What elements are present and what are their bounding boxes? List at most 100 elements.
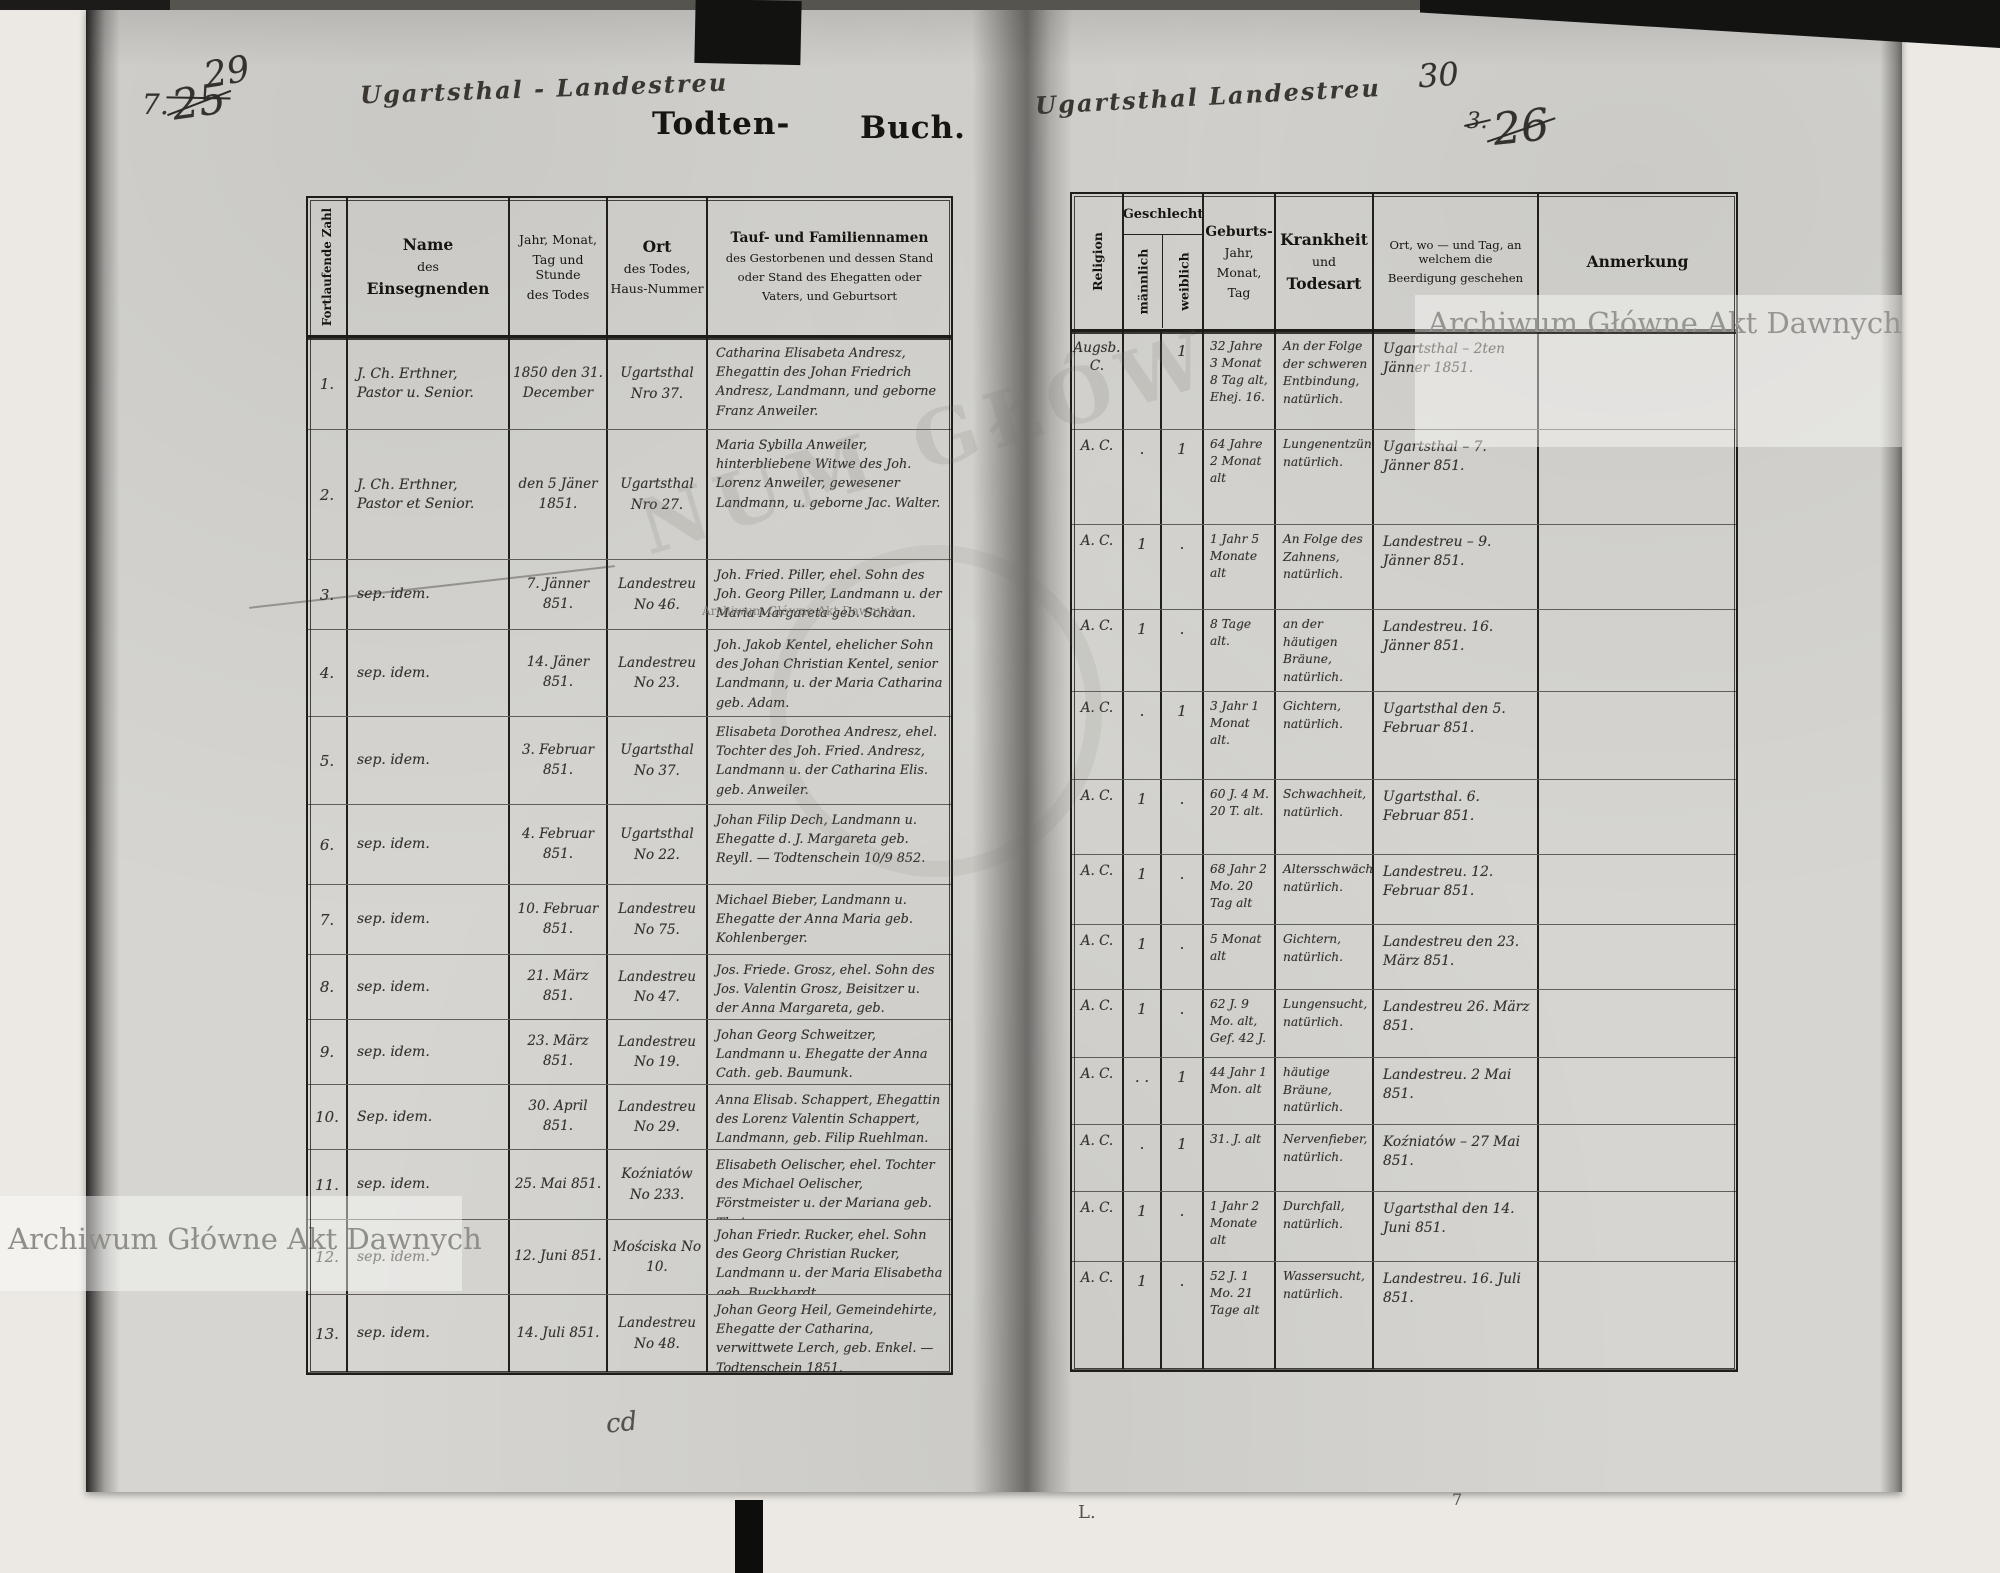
register-row-left: 9. sep. idem. 23. März 851. Landestreu N… (308, 1020, 951, 1085)
header-beerdigung: Ort, wo — und Tag, an welchem die Beerdi… (1374, 194, 1539, 329)
register-row-right: A. C. . 1 31. J. alt Nervenfieber, natür… (1072, 1125, 1736, 1192)
female-cell: . (1162, 925, 1204, 989)
religion-cell: A. C. (1072, 525, 1124, 609)
deceased-description-cell: Joh. Fried. Piller, ehel. Sohn des Joh. … (716, 568, 942, 622)
religion-cell: A. C. (1072, 925, 1124, 989)
death-date-cell: 7. Jänner 851. (510, 560, 608, 629)
officiant-name-cell: sep. idem. (348, 630, 510, 716)
register-row-right: A. C. . 1 64 Jahre 2 Monat alt Lungenent… (1072, 430, 1736, 525)
register-row-left: 12. sep. idem. 12. Juni 851. Mościska No… (308, 1220, 951, 1295)
religion-cell: A. C. (1072, 692, 1124, 779)
burial-cell: Landestreu. 12. Februar 851. (1374, 855, 1539, 924)
burial-cell: Landestreu – 9. Jänner 851. (1374, 525, 1539, 609)
bottom-pencil-mark-right: 7 (1452, 1490, 1463, 1509)
entry-number-cell: 5. (308, 717, 348, 804)
cause-of-death-cell: Lungensucht, natürlich. (1276, 990, 1374, 1057)
cause-of-death-cell: Lungenentzündung, natürlich. (1276, 430, 1374, 524)
religion-cell: A. C. (1072, 990, 1124, 1057)
death-place-cell: Landestreu No 23. (608, 630, 708, 716)
deceased-description-cell: Jos. Friede. Grosz, ehel. Sohn des Jos. … (716, 963, 935, 1017)
female-cell: 1 (1162, 430, 1204, 524)
page-number-right: 30 (1416, 54, 1460, 96)
header-tauf-line3: oder Stand des Ehegatten oder (737, 270, 922, 284)
cause-of-death-cell: Gichtern, natürlich. (1276, 925, 1374, 989)
remark-cell (1539, 1125, 1736, 1191)
header-fortlaufende-zahl-label: Fortlaufende Zahl (320, 207, 334, 326)
book-title-left: Todten- (652, 106, 791, 142)
header-todesdatum-line2: Tag und Stunde (532, 251, 584, 282)
male-cell: 1 (1124, 990, 1162, 1057)
female-cell: 1 (1162, 332, 1204, 429)
header-ort-line1: Ort (642, 237, 672, 256)
entry-number-cell: 1. (308, 338, 348, 429)
margin-note-left: 7. (142, 88, 169, 121)
male-cell (1124, 332, 1162, 429)
deceased-description-cell: Michael Bieber, Landmann u. Ehegatte der… (716, 893, 913, 947)
register-row-right: A. C. 1 . 5 Monat alt Gichtern, natürlic… (1072, 925, 1736, 990)
header-tauf-line4: Vaters, und Geburtsort (762, 289, 897, 303)
register-row-left: 11. sep. idem. 25. Mai 851. Koźniatów No… (308, 1150, 951, 1220)
burial-cell: Ugartsthal den 5. Februar 851. (1374, 692, 1539, 779)
register-row-right: A. C. 1 . 1 Jahr 5 Monate alt An Folge d… (1072, 525, 1736, 610)
header-geburts-line2: Jahr, (1224, 244, 1254, 260)
age-cell: 32 Jahre 3 Monat 8 Tag alt, Ehej. 16. (1204, 332, 1276, 429)
officiant-name-cell: sep. idem. (348, 1020, 510, 1084)
header-ort-line3: Haus-Nummer (610, 281, 704, 296)
cause-of-death-cell: Gichtern, natürlich. (1276, 692, 1374, 779)
deceased-description-cell: Johan Filip Dech, Landmann u. Ehegatte d… (716, 813, 926, 867)
death-date-cell: 12. Juni 851. (510, 1220, 608, 1294)
deceased-description-cell: Catharina Elisabeta Andresz, Ehegattin d… (716, 346, 937, 419)
header-todesdatum: Jahr, Monat, Tag und Stunde des Todes (510, 198, 608, 335)
remark-cell (1539, 925, 1736, 989)
header-geschlecht-group: Geschlecht männlich weiblich (1124, 194, 1204, 329)
death-date-cell: 4. Februar 851. (510, 805, 608, 884)
right-table-body: Augsb. C. 1 32 Jahre 3 Monat 8 Tag alt, … (1072, 332, 1736, 1370)
header-krankheit-line2: und (1311, 254, 1337, 269)
officiant-name-cell: J. Ch. Erthner, Pastor u. Senior. (348, 338, 510, 429)
header-maennlich: männlich (1124, 235, 1163, 329)
entry-number-cell: 13. (308, 1295, 348, 1372)
header-anmerkung-label: Anmerkung (1586, 252, 1689, 271)
register-row-right: A. C. 1 . 62 J. 9 Mo. alt, Gef. 42 J. Lu… (1072, 990, 1736, 1058)
religion-cell: A. C. (1072, 855, 1124, 924)
binding-tie-bottom (735, 1500, 763, 1573)
register-row-left: 1. J. Ch. Erthner, Pastor u. Senior. 185… (308, 338, 951, 430)
header-religion: Religion (1072, 194, 1124, 329)
cause-of-death-cell: Schwachheit, natürlich. (1276, 780, 1374, 854)
age-cell: 52 J. 1 Mo. 21 Tage alt (1204, 1262, 1276, 1369)
header-fortlaufende-zahl: Fortlaufende Zahl (308, 198, 348, 335)
death-place-cell: Landestreu No 46. (608, 560, 708, 629)
deceased-description-cell: Maria Sybilla Anweiler, hinterbliebene W… (716, 438, 941, 511)
deceased-description-cell: Johan Georg Heil, Gemeindehirte, Ehegatt… (716, 1303, 937, 1372)
deceased-description-cell: Elisabeth Oelischer, ehel. Tochter des M… (716, 1158, 935, 1219)
death-date-cell: 14. Jäner 851. (510, 630, 608, 716)
officiant-name-cell: sep. idem. (348, 885, 510, 954)
crossed-number-left: 25 (168, 73, 229, 130)
header-name-line1: Name (402, 235, 454, 254)
female-cell: . (1162, 1192, 1204, 1261)
male-cell: . (1124, 1125, 1162, 1191)
death-date-cell: 1850 den 31. December (510, 338, 608, 429)
death-place-cell: Ugartsthal No 22. (608, 805, 708, 884)
header-weiblich-label: weiblich (1176, 252, 1192, 311)
male-cell: 1 (1124, 1192, 1162, 1261)
register-row-right: A. C. 1 . 8 Tage alt. an der häutigen Br… (1072, 610, 1736, 692)
death-place-cell: Landestreu No 48. (608, 1295, 708, 1372)
remark-cell (1539, 1058, 1736, 1124)
death-date-cell: 25. Mai 851. (510, 1150, 608, 1219)
deceased-description-cell: Johan Friedr. Rucker, ehel. Sohn des Geo… (716, 1228, 943, 1294)
cause-of-death-cell: Wassersucht, natürlich. (1276, 1262, 1374, 1369)
male-cell: 1 (1124, 1262, 1162, 1369)
male-cell: 1 (1124, 925, 1162, 989)
religion-cell: A. C. (1072, 610, 1124, 691)
male-cell: . (1124, 692, 1162, 779)
header-geschlecht-label: Geschlecht (1124, 194, 1202, 235)
remark-cell (1539, 692, 1736, 779)
deceased-description-cell: Anna Elisab. Schappert, Ehegattin des Lo… (716, 1093, 941, 1147)
entry-number-cell: 9. (308, 1020, 348, 1084)
left-table-header: Fortlaufende Zahl Name des Einsegnenden … (308, 198, 951, 340)
left-table-body: 1. J. Ch. Erthner, Pastor u. Senior. 185… (308, 338, 951, 1373)
entry-number-cell: 12. (308, 1220, 348, 1294)
female-cell: . (1162, 855, 1204, 924)
